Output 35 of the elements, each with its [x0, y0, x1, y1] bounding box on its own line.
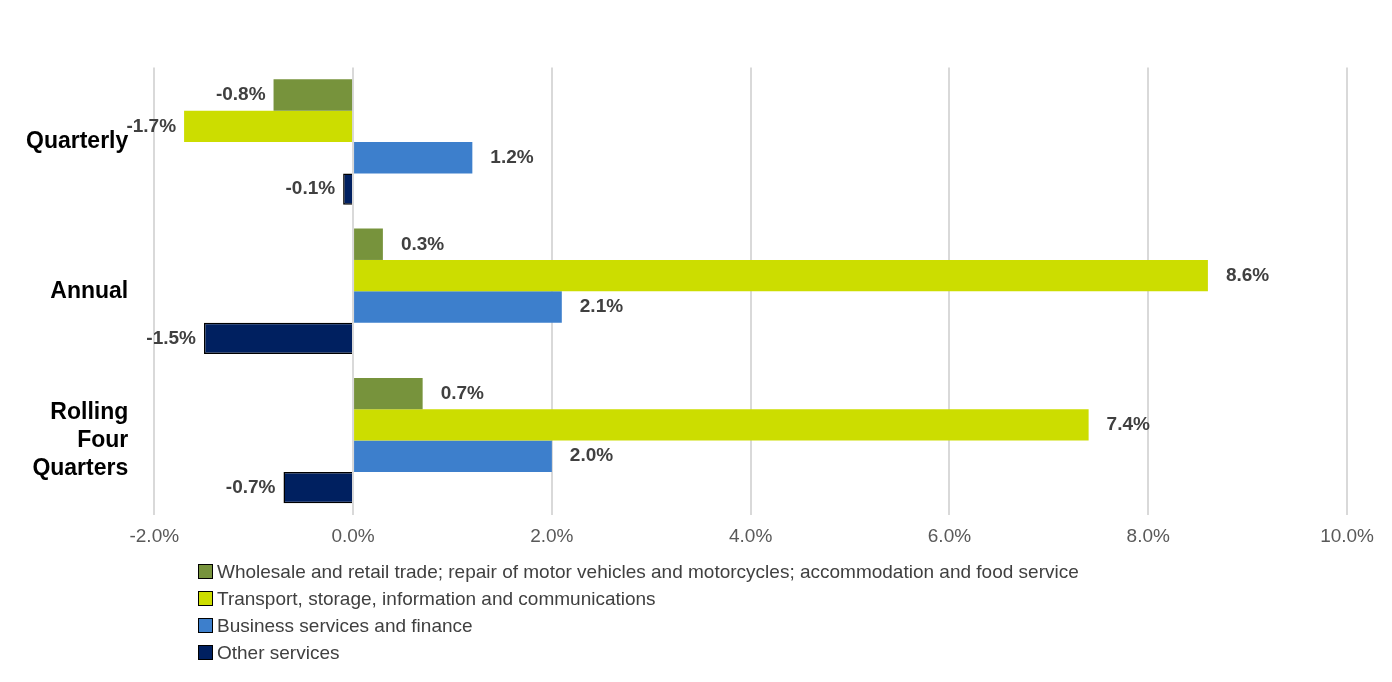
data-label: -0.1%	[285, 177, 336, 199]
bar	[354, 259, 1208, 292]
legend-label: Business services and finance	[217, 614, 473, 638]
data-label: -1.5%	[146, 326, 197, 348]
y-tick-label: Annual	[50, 276, 129, 303]
legend-label: Wholesale and retail trade; repair of motor vehicles and motorcycles; accommodation and food service	[217, 560, 1079, 584]
x-tick-label: 2.0%	[530, 524, 574, 546]
bar	[184, 110, 353, 143]
data-label: -1.7%	[126, 114, 177, 136]
bar	[354, 409, 1089, 441]
data-label: 8.6%	[1225, 263, 1270, 285]
y-tick-label: Quarterly	[26, 127, 129, 154]
data-label: 0.7%	[440, 381, 485, 403]
bar	[354, 142, 473, 174]
data-label: 2.1%	[579, 295, 624, 317]
bar	[354, 228, 383, 260]
legend-label: Other services	[217, 641, 340, 665]
y-tick-label: Rolling Four Quarters	[32, 398, 129, 480]
bar	[354, 440, 552, 472]
data-label: 1.2%	[490, 145, 534, 167]
x-tick-label: 10.0%	[1320, 524, 1375, 546]
data-label: 7.4%	[1106, 413, 1151, 435]
bar	[354, 291, 562, 323]
legend-label: Transport, storage, information and communications	[217, 587, 656, 611]
data-label: -0.7%	[225, 475, 276, 497]
data-label: -0.8%	[215, 83, 266, 105]
x-tick-label: 4.0%	[729, 524, 773, 546]
data-label: 0.3%	[400, 232, 445, 254]
bar	[354, 377, 423, 410]
bar	[273, 79, 353, 111]
x-tick-label: -2.0%	[129, 524, 180, 546]
x-tick-label: 6.0%	[927, 524, 972, 546]
x-tick-label: 8.0%	[1126, 524, 1171, 546]
data-label: 2.0%	[569, 444, 614, 466]
x-tick-label: 0.0%	[331, 524, 375, 546]
